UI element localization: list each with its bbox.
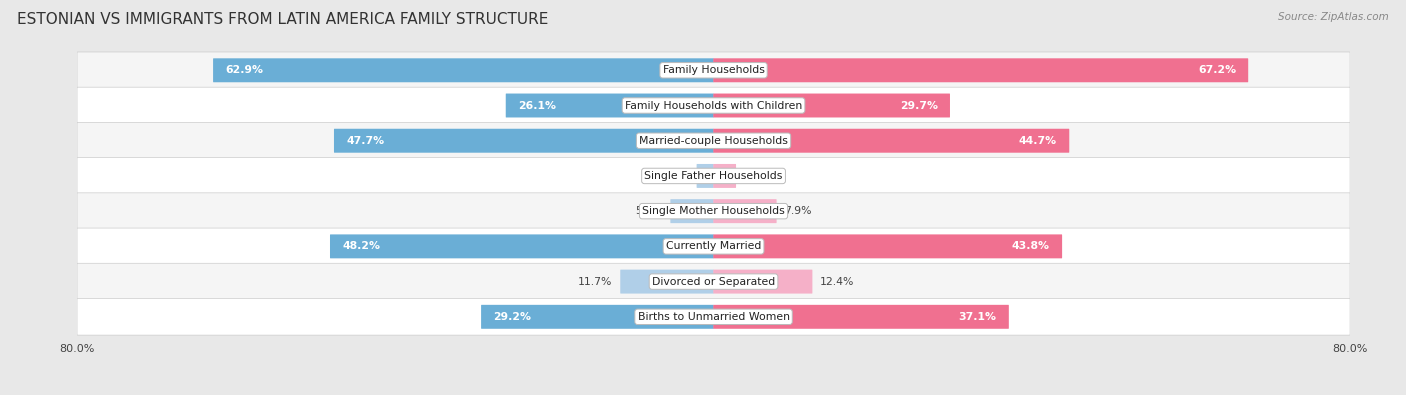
Legend: Estonian, Immigrants from Latin America: Estonian, Immigrants from Latin America — [569, 393, 858, 395]
FancyBboxPatch shape — [696, 164, 714, 188]
FancyBboxPatch shape — [77, 52, 1350, 88]
FancyBboxPatch shape — [713, 129, 1070, 153]
Text: Single Mother Households: Single Mother Households — [643, 206, 785, 216]
FancyBboxPatch shape — [77, 228, 1350, 265]
Text: 43.8%: 43.8% — [1012, 241, 1050, 251]
FancyBboxPatch shape — [77, 122, 1350, 159]
FancyBboxPatch shape — [713, 164, 737, 188]
FancyBboxPatch shape — [214, 58, 714, 82]
Text: 26.1%: 26.1% — [517, 100, 555, 111]
Text: 5.4%: 5.4% — [636, 206, 662, 216]
Text: 44.7%: 44.7% — [1019, 136, 1057, 146]
FancyBboxPatch shape — [77, 87, 1350, 124]
Text: 29.7%: 29.7% — [900, 100, 938, 111]
Text: Family Households: Family Households — [662, 65, 765, 75]
Text: Family Households with Children: Family Households with Children — [624, 100, 803, 111]
Text: 29.2%: 29.2% — [494, 312, 531, 322]
FancyBboxPatch shape — [713, 234, 1062, 258]
FancyBboxPatch shape — [506, 94, 714, 117]
Text: 47.7%: 47.7% — [346, 136, 384, 146]
Text: 11.7%: 11.7% — [578, 276, 613, 287]
FancyBboxPatch shape — [713, 94, 950, 117]
FancyBboxPatch shape — [713, 199, 776, 223]
Text: Births to Unmarried Women: Births to Unmarried Women — [637, 312, 790, 322]
Text: 67.2%: 67.2% — [1198, 65, 1236, 75]
Text: 48.2%: 48.2% — [342, 241, 380, 251]
FancyBboxPatch shape — [671, 199, 714, 223]
Text: Divorced or Separated: Divorced or Separated — [652, 276, 775, 287]
FancyBboxPatch shape — [713, 270, 813, 293]
FancyBboxPatch shape — [335, 129, 714, 153]
FancyBboxPatch shape — [620, 270, 714, 293]
Text: 37.1%: 37.1% — [959, 312, 997, 322]
Text: 7.9%: 7.9% — [785, 206, 811, 216]
Text: ESTONIAN VS IMMIGRANTS FROM LATIN AMERICA FAMILY STRUCTURE: ESTONIAN VS IMMIGRANTS FROM LATIN AMERIC… — [17, 12, 548, 27]
Text: 62.9%: 62.9% — [225, 65, 263, 75]
FancyBboxPatch shape — [77, 263, 1350, 300]
Text: Source: ZipAtlas.com: Source: ZipAtlas.com — [1278, 12, 1389, 22]
Text: 2.1%: 2.1% — [661, 171, 689, 181]
FancyBboxPatch shape — [481, 305, 714, 329]
FancyBboxPatch shape — [77, 158, 1350, 194]
Text: Single Father Households: Single Father Households — [644, 171, 783, 181]
FancyBboxPatch shape — [77, 193, 1350, 229]
FancyBboxPatch shape — [77, 299, 1350, 335]
Text: Currently Married: Currently Married — [666, 241, 761, 251]
Text: 12.4%: 12.4% — [820, 276, 855, 287]
FancyBboxPatch shape — [713, 58, 1249, 82]
Text: 2.8%: 2.8% — [744, 171, 772, 181]
Text: Married-couple Households: Married-couple Households — [640, 136, 787, 146]
FancyBboxPatch shape — [713, 305, 1010, 329]
FancyBboxPatch shape — [330, 234, 714, 258]
